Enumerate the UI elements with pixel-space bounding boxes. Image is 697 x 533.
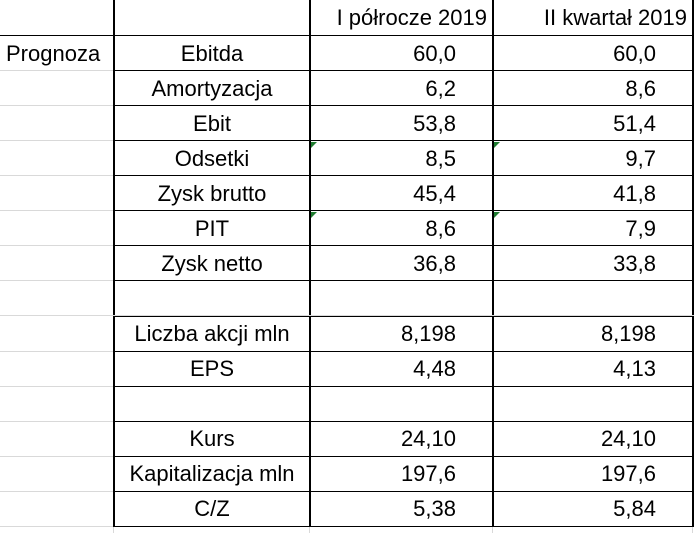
gridline (0, 315, 694, 316)
border-line (113, 0, 115, 527)
border-line (113, 280, 694, 281)
border-line (113, 316, 694, 317)
comment-indicator-icon[interactable] (311, 142, 317, 148)
row-label[interactable]: Zysk brutto (157, 181, 267, 206)
value-h1[interactable] (310, 386, 493, 421)
value-h1[interactable]: 60,0 (413, 41, 456, 66)
value-h1[interactable]: 8,198 (400, 321, 456, 346)
border-line (113, 245, 694, 246)
value-q2[interactable] (493, 281, 693, 316)
comment-indicator-icon[interactable] (311, 212, 317, 218)
section-label-cell[interactable]: Prognoza (6, 41, 101, 66)
gridline (0, 280, 113, 281)
gridline (0, 456, 113, 457)
value-h1[interactable]: 8,5 (425, 146, 456, 171)
gridline (0, 210, 113, 211)
value-q2[interactable]: 41,8 (613, 181, 656, 206)
border-line (492, 0, 494, 527)
value-h1[interactable]: 53,8 (413, 111, 456, 136)
value-q2[interactable] (493, 386, 693, 421)
border-line (113, 491, 694, 492)
value-q2[interactable]: 8,6 (625, 76, 656, 101)
row-label[interactable]: C/Z (194, 496, 230, 521)
value-h1[interactable] (310, 281, 493, 316)
gridline (0, 175, 113, 176)
value-q2[interactable]: 24,10 (600, 426, 656, 451)
gridline (0, 526, 113, 527)
border-line (692, 0, 694, 527)
value-h1[interactable]: 6,2 (425, 76, 456, 101)
value-q2[interactable]: 197,6 (600, 461, 656, 486)
row-label[interactable] (114, 281, 310, 316)
border-line (113, 351, 694, 352)
cell-b1[interactable] (114, 0, 310, 35)
row-label[interactable]: Ebit (193, 111, 231, 136)
gridline (0, 386, 113, 387)
gridline (0, 245, 113, 246)
value-q2[interactable]: 8,198 (600, 321, 656, 346)
border-line (309, 0, 311, 527)
row-label[interactable]: Liczba akcji mln (134, 321, 290, 346)
border-line (113, 70, 694, 71)
row-label[interactable]: Kurs (189, 426, 235, 451)
value-h1[interactable]: 197,6 (400, 461, 456, 486)
value-q2[interactable]: 5,84 (613, 496, 656, 521)
cell-a1[interactable] (0, 0, 114, 35)
gridline (0, 491, 113, 492)
value-h1[interactable]: 45,4 (413, 181, 456, 206)
column-header-q2-2019[interactable]: II kwartał 2019 (543, 5, 687, 30)
comment-indicator-icon[interactable] (494, 212, 500, 218)
value-q2[interactable]: 60,0 (613, 41, 656, 66)
value-q2[interactable]: 4,13 (613, 356, 656, 381)
row-label[interactable]: Zysk netto (161, 251, 263, 276)
gridline (0, 70, 114, 71)
value-q2[interactable]: 7,9 (625, 216, 656, 241)
row-label[interactable]: Odsetki (174, 146, 250, 171)
row-label[interactable]: Ebitda (180, 41, 244, 66)
border-line (113, 210, 694, 211)
border-line (113, 140, 694, 141)
border-line (113, 456, 694, 457)
border-line (113, 526, 694, 527)
row-label[interactable]: Kapitalizacja mln (129, 461, 295, 486)
comment-indicator-icon[interactable] (494, 142, 500, 148)
value-q2[interactable]: 9,7 (625, 146, 656, 171)
value-h1[interactable]: 36,8 (413, 251, 456, 276)
value-h1[interactable]: 24,10 (400, 426, 456, 451)
border-line (113, 421, 694, 422)
value-h1[interactable]: 8,6 (425, 216, 456, 241)
gridline (0, 140, 113, 141)
value-q2[interactable]: 51,4 (613, 111, 656, 136)
border-line (113, 386, 694, 387)
border-line (113, 105, 694, 106)
value-h1[interactable]: 4,48 (413, 356, 456, 381)
row-label[interactable]: PIT (194, 216, 230, 241)
border-line (0, 35, 694, 36)
row-label[interactable] (114, 386, 310, 421)
gridline (0, 105, 113, 106)
row-label[interactable]: Amortyzacja (151, 76, 273, 101)
gridline (0, 351, 113, 352)
value-h1[interactable]: 5,38 (413, 496, 456, 521)
column-header-h1-2019[interactable]: I półrocze 2019 (336, 5, 487, 30)
border-line (113, 175, 694, 176)
row-label[interactable]: EPS (189, 356, 235, 381)
value-q2[interactable]: 33,8 (613, 251, 656, 276)
